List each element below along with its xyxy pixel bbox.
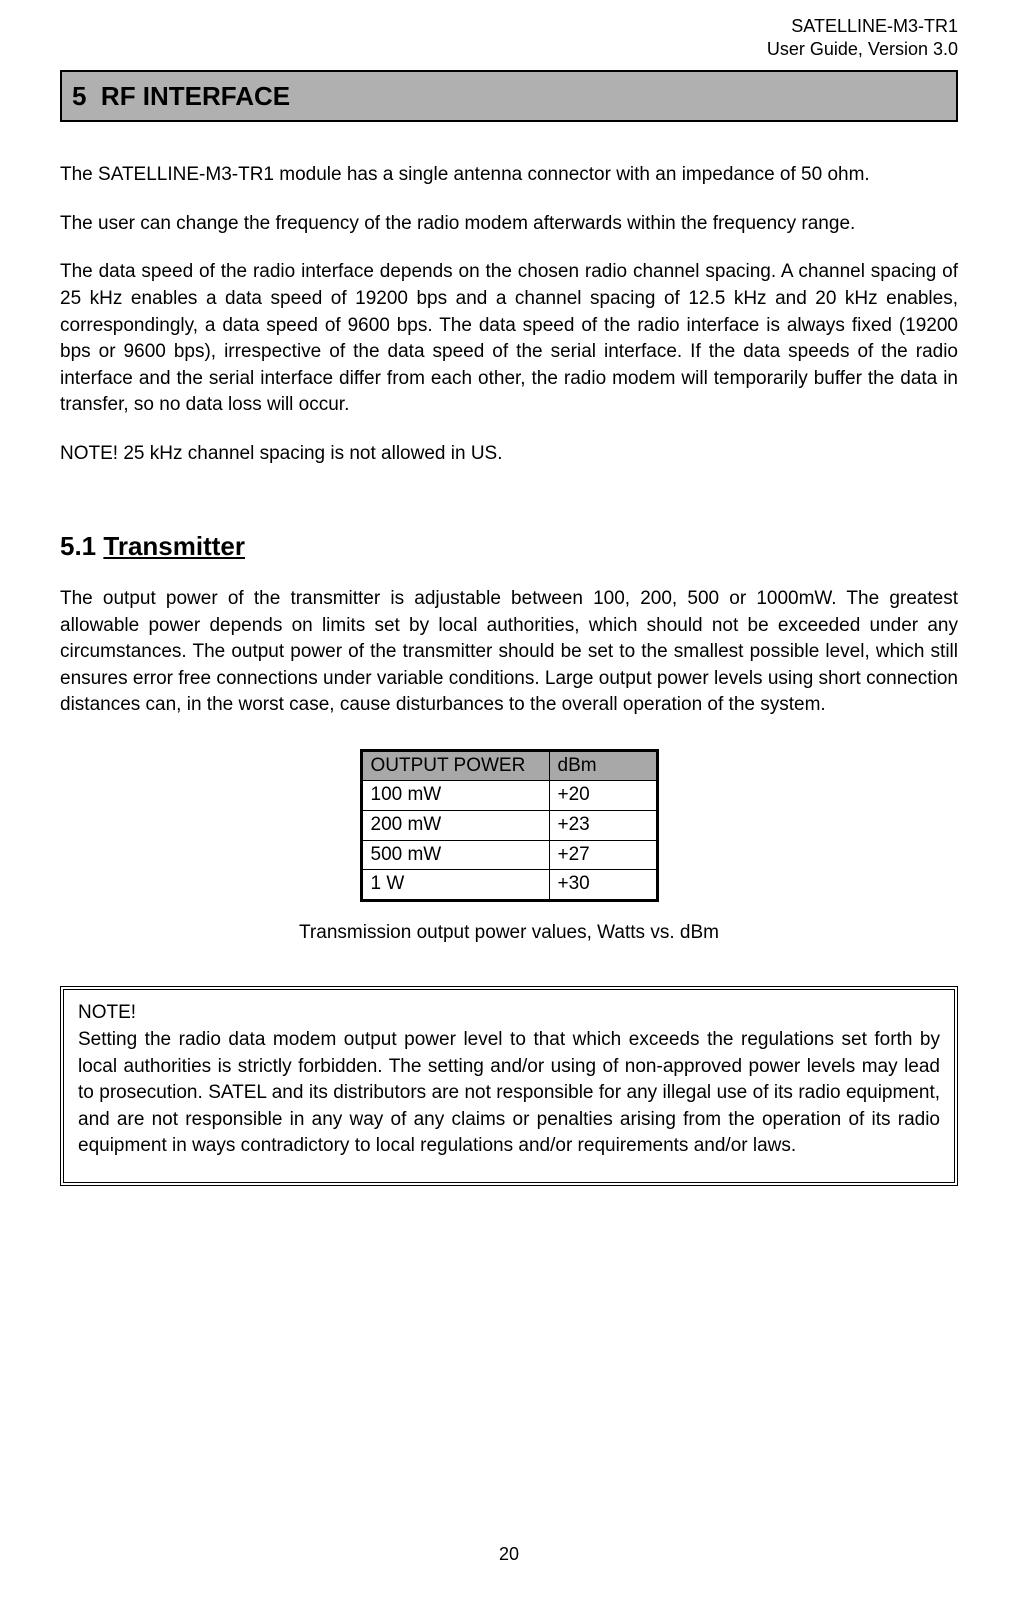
table-cell: 200 mW (361, 811, 549, 841)
table-caption: Transmission output power values, Watts … (60, 920, 958, 947)
note-body: Setting the radio data modem output powe… (78, 1029, 940, 1156)
subsection-title: Transmitter (103, 531, 245, 561)
page-number: 20 (0, 1542, 1018, 1567)
paragraph-3: The data speed of the radio interface de… (60, 259, 958, 419)
table-header-row: OUTPUT POWER dBm (361, 750, 657, 781)
table-cell: +27 (549, 840, 657, 870)
note-box: NOTE! Setting the radio data modem outpu… (60, 986, 958, 1186)
table-row: 1 W +30 (361, 870, 657, 901)
table-cell: +30 (549, 870, 657, 901)
power-table: OUTPUT POWER dBm 100 mW +20 200 mW +23 5… (360, 749, 659, 902)
header-line-1: SATELLINE-M3-TR1 (60, 15, 958, 38)
table-row: 500 mW +27 (361, 840, 657, 870)
section-number: 5 (72, 81, 86, 111)
subsection-body: The output power of the transmitter is a… (60, 586, 958, 719)
note-title: NOTE! (78, 1002, 136, 1023)
page-header: SATELLINE-M3-TR1 User Guide, Version 3.0 (60, 15, 958, 62)
table-cell: +20 (549, 781, 657, 811)
table-header-cell: dBm (549, 750, 657, 781)
table-cell: +23 (549, 811, 657, 841)
paragraph-4: NOTE! 25 kHz channel spacing is not allo… (60, 441, 958, 468)
subsection-heading: 5.1 Transmitter (60, 528, 958, 564)
table-cell: 1 W (361, 870, 549, 901)
table-cell: 100 mW (361, 781, 549, 811)
section-heading-bar: 5 RF INTERFACE (60, 70, 958, 122)
section-title: RF INTERFACE (101, 81, 290, 111)
table-cell: 500 mW (361, 840, 549, 870)
paragraph-2: The user can change the frequency of the… (60, 211, 958, 238)
table-header-cell: OUTPUT POWER (361, 750, 549, 781)
paragraph-1: The SATELLINE-M3-TR1 module has a single… (60, 162, 958, 189)
header-line-2: User Guide, Version 3.0 (60, 38, 958, 61)
table-row: 200 mW +23 (361, 811, 657, 841)
table-row: 100 mW +20 (361, 781, 657, 811)
subsection-number: 5.1 (60, 531, 96, 561)
